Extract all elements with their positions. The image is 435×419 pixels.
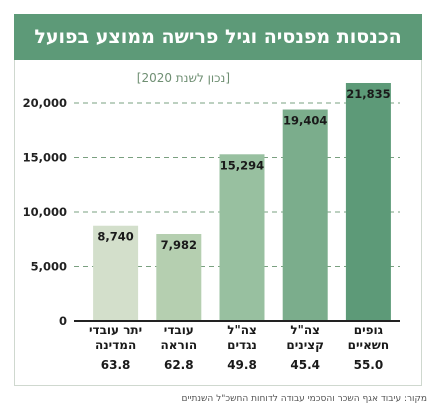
data-label: 19,404 [283,113,327,127]
chart-title: הכנסות מפנסיה וגיל פרישה ממוצע בפועל [14,14,422,60]
bar [219,154,265,321]
y-tick-label: 0 [59,314,67,328]
x-tick-label: עובדי [164,323,194,337]
data-label: 8,740 [97,230,133,244]
bar [93,225,139,321]
x-tick-label: צה"ל [227,323,257,337]
bar [345,82,391,321]
chart-subtitle: [נכון לשנת 2020] [136,71,230,85]
data-label: 21,835 [346,87,390,101]
y-tick-label: 10,000 [23,205,67,219]
source-note: מקור: עיבוד אגף השכר והסכמי עבודה לדוחות… [181,394,427,404]
x-tick-label: הוראה [161,338,198,352]
x-tick-label: גופים [354,323,384,337]
x-tick-label: חשאיים [348,338,390,352]
bar [156,233,202,321]
y-tick-label: 15,000 [23,151,67,165]
data-label: 7,982 [161,238,197,252]
retirement-age-label: 62.8 [164,358,194,372]
x-tick-label: צה"ל [290,323,320,337]
retirement-age-label: 45.4 [290,358,320,372]
bar [282,109,328,321]
x-tick-label: נגדים [227,338,257,352]
y-tick-label: 20,000 [23,96,67,110]
retirement-age-label: 55.0 [354,358,384,372]
retirement-age-label: 63.8 [101,358,131,372]
data-label: 15,294 [220,158,264,172]
x-tick-label: קצינים [286,338,324,352]
x-tick-label: המדינה [95,338,136,352]
x-tick-label: יתר עובדי [89,323,142,337]
y-tick-label: 5,000 [31,260,67,274]
retirement-age-label: 49.8 [227,358,257,372]
